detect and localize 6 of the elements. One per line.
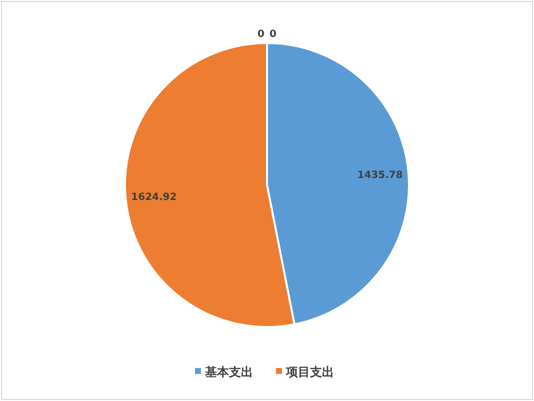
data-label: 1435.78	[357, 170, 403, 181]
data-label: 1624.92	[131, 192, 177, 204]
text: 0	[258, 29, 264, 40]
legend-label: 基本支出	[204, 365, 253, 379]
legend-label: 项目支出	[285, 365, 334, 379]
text: 0	[270, 29, 276, 40]
